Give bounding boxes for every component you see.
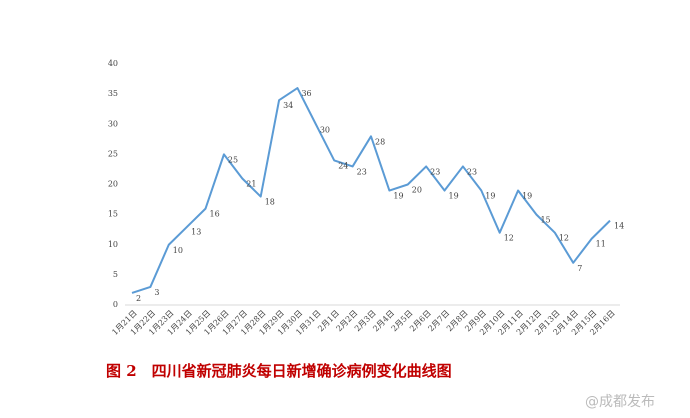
- data-label: 19: [485, 192, 495, 201]
- data-label: 23: [357, 167, 367, 176]
- y-tick-label: 25: [108, 149, 118, 158]
- data-label: 24: [338, 161, 348, 170]
- data-label: 16: [210, 210, 220, 219]
- data-label: 18: [265, 198, 275, 207]
- data-label: 28: [375, 137, 385, 146]
- y-tick-label: 30: [108, 119, 118, 128]
- data-label: 23: [467, 167, 477, 176]
- y-tick-label: 15: [108, 210, 118, 219]
- data-label: 19: [393, 192, 403, 201]
- data-label: 2: [136, 294, 141, 303]
- data-label: 11: [596, 240, 606, 249]
- data-label: 10: [173, 246, 183, 255]
- data-label: 13: [191, 228, 201, 237]
- data-label: 21: [246, 179, 256, 188]
- data-label: 19: [522, 192, 532, 201]
- data-label: 34: [283, 101, 293, 110]
- data-label: 36: [301, 89, 311, 98]
- y-tick-label: 5: [113, 270, 118, 279]
- y-tick-label: 0: [113, 300, 118, 309]
- watermark: @成都发布: [585, 394, 655, 410]
- y-tick-label: 40: [108, 59, 118, 68]
- data-label: 14: [614, 222, 624, 231]
- y-tick-label: 20: [108, 180, 118, 189]
- y-tick-label: 10: [108, 240, 118, 249]
- caption: 图 2 四川省新冠肺炎每日新增确诊病例变化曲线图: [106, 362, 452, 380]
- data-label: 12: [559, 234, 569, 243]
- data-label: 19: [449, 192, 459, 201]
- data-label: 3: [154, 288, 159, 297]
- data-label: 25: [228, 155, 238, 164]
- data-label: 20: [412, 186, 422, 195]
- line: [131, 87, 611, 294]
- data-label: 12: [504, 234, 514, 243]
- data-label: 23: [430, 167, 440, 176]
- y-tick-label: 35: [108, 89, 118, 98]
- data-label: 15: [540, 216, 550, 225]
- data-label: 7: [577, 264, 582, 273]
- data-label: 30: [320, 125, 330, 134]
